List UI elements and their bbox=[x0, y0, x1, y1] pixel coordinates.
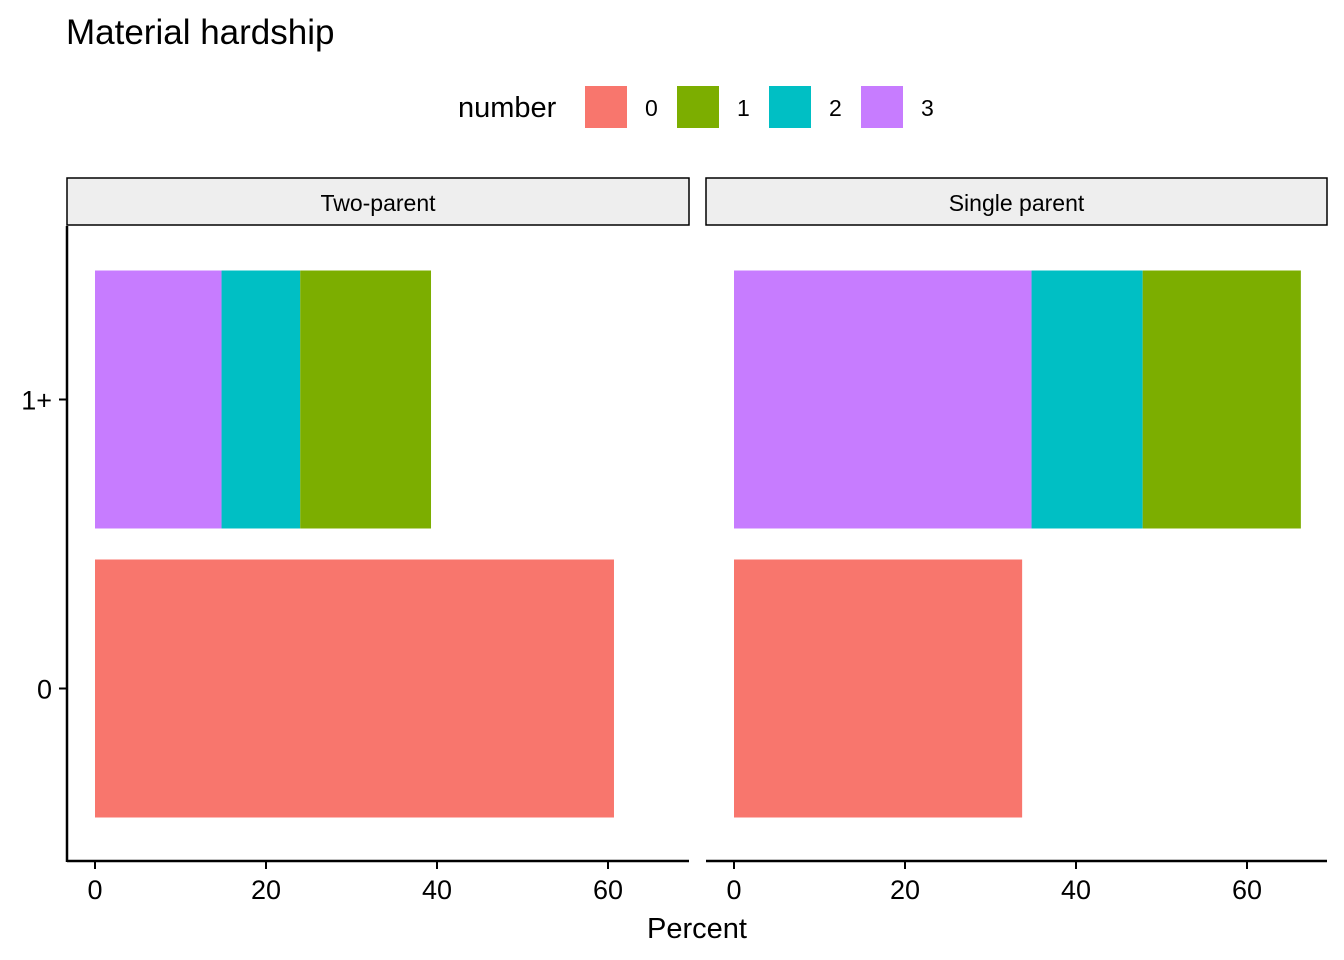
facet-strip bbox=[66, 177, 690, 226]
x-tick-label: 40 bbox=[422, 875, 452, 905]
x-axis-title: Percent bbox=[647, 913, 747, 945]
legend-label-2: 2 bbox=[829, 95, 842, 121]
facet-strip-label: Two-parent bbox=[320, 190, 436, 216]
bar-segment-1plus-number-1 bbox=[300, 270, 432, 529]
legend-label-3: 3 bbox=[921, 95, 934, 121]
panels: Two-parent 0 20 40 60 Single parent 0 20 40 60 bbox=[66, 177, 1328, 905]
facet-strip-label: Single parent bbox=[949, 190, 1085, 216]
legend-key-3 bbox=[861, 86, 903, 128]
y-tick-label: 0 bbox=[37, 675, 52, 705]
x-tick-label: 0 bbox=[726, 875, 741, 905]
x-tick-label: 60 bbox=[593, 875, 623, 905]
bar-segment-1plus-number-3 bbox=[95, 270, 222, 529]
bar-segment-0-number-0 bbox=[734, 559, 1023, 818]
y-tick-label: 1+ bbox=[21, 386, 52, 416]
legend-label-1: 1 bbox=[737, 95, 750, 121]
bar-segment-1plus-number-1 bbox=[1142, 270, 1301, 529]
legend-key-2 bbox=[769, 86, 811, 128]
x-tick-label: 60 bbox=[1232, 875, 1262, 905]
x-tick-label: 20 bbox=[251, 875, 281, 905]
facet-strip bbox=[705, 177, 1328, 226]
y-axis: 1+ 0 bbox=[21, 226, 69, 862]
bar-segment-0-number-0 bbox=[95, 559, 614, 818]
x-tick-label: 40 bbox=[1061, 875, 1091, 905]
legend: number 0 1 2 3 bbox=[458, 86, 934, 128]
legend-key-1 bbox=[677, 86, 719, 128]
legend-key-0 bbox=[585, 86, 627, 128]
panel-two-parent: Two-parent 0 20 40 60 bbox=[66, 177, 690, 905]
legend-label-0: 0 bbox=[645, 95, 658, 121]
x-tick-label: 20 bbox=[890, 875, 920, 905]
bar-segment-1plus-number-2 bbox=[1031, 270, 1143, 529]
legend-title: number bbox=[458, 92, 557, 124]
bar-segment-1plus-number-3 bbox=[734, 270, 1032, 529]
x-tick-label: 0 bbox=[87, 875, 102, 905]
panel-single-parent: Single parent 0 20 40 60 bbox=[705, 177, 1328, 905]
bar-segment-1plus-number-2 bbox=[221, 270, 301, 529]
chart-title: Material hardship bbox=[66, 13, 334, 52]
